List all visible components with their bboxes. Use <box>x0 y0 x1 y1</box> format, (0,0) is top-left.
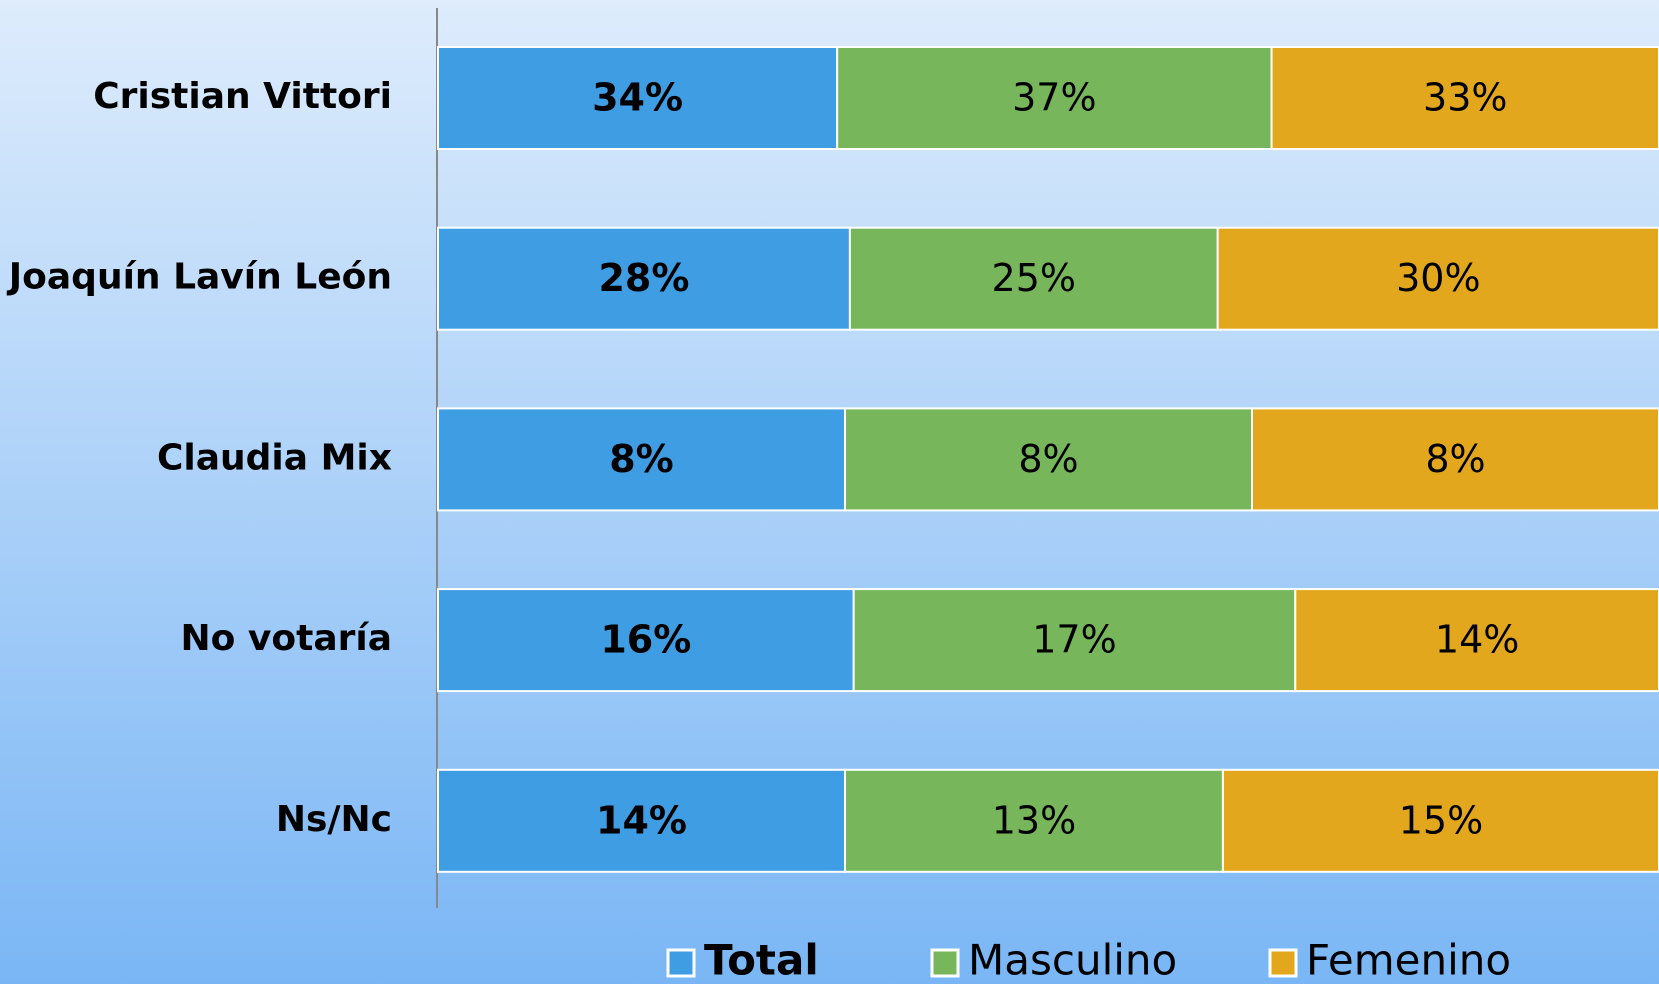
legend-label: Masculino <box>968 936 1177 984</box>
bar-segment <box>437 46 839 150</box>
bar-segment <box>1294 588 1659 693</box>
value-label: 14% <box>1435 618 1519 662</box>
bar-segment <box>437 588 855 693</box>
category-label: Joaquín Lavín León <box>6 257 392 298</box>
value-label: 25% <box>992 256 1076 300</box>
value-label: 37% <box>1012 76 1096 120</box>
value-label: 28% <box>598 256 689 300</box>
legend-label: Femenino <box>1306 936 1511 984</box>
bar-segment <box>437 768 846 873</box>
bar-segment <box>1221 768 1659 873</box>
bar-segment <box>848 226 1219 331</box>
value-label: 8% <box>1425 437 1485 481</box>
legend-swatch <box>666 948 696 978</box>
category-label: Claudia Mix <box>157 437 392 478</box>
bar-segment <box>1270 46 1659 150</box>
value-label: 14% <box>596 798 687 842</box>
value-label: 13% <box>992 798 1076 842</box>
bar-segment <box>1216 226 1659 331</box>
value-label: 16% <box>600 618 691 662</box>
value-label: 33% <box>1423 76 1507 120</box>
category-label: Cristian Vittori <box>93 76 392 117</box>
value-label: 8% <box>1018 437 1078 481</box>
bar-segment <box>836 46 1273 150</box>
value-label: 30% <box>1396 256 1480 300</box>
value-label: 17% <box>1032 618 1116 662</box>
legend-label: Total <box>704 936 819 984</box>
category-label: Ns/Nc <box>276 799 392 840</box>
value-label: 34% <box>592 76 683 120</box>
bar-segment <box>844 768 1224 873</box>
value-label: 15% <box>1399 798 1483 842</box>
bar-segment <box>437 226 851 331</box>
value-label: 8% <box>609 437 674 481</box>
legend-swatch <box>930 948 960 978</box>
legend-swatch <box>1268 948 1298 978</box>
bar-segment <box>1251 407 1659 512</box>
category-label: No votaría <box>181 618 392 659</box>
